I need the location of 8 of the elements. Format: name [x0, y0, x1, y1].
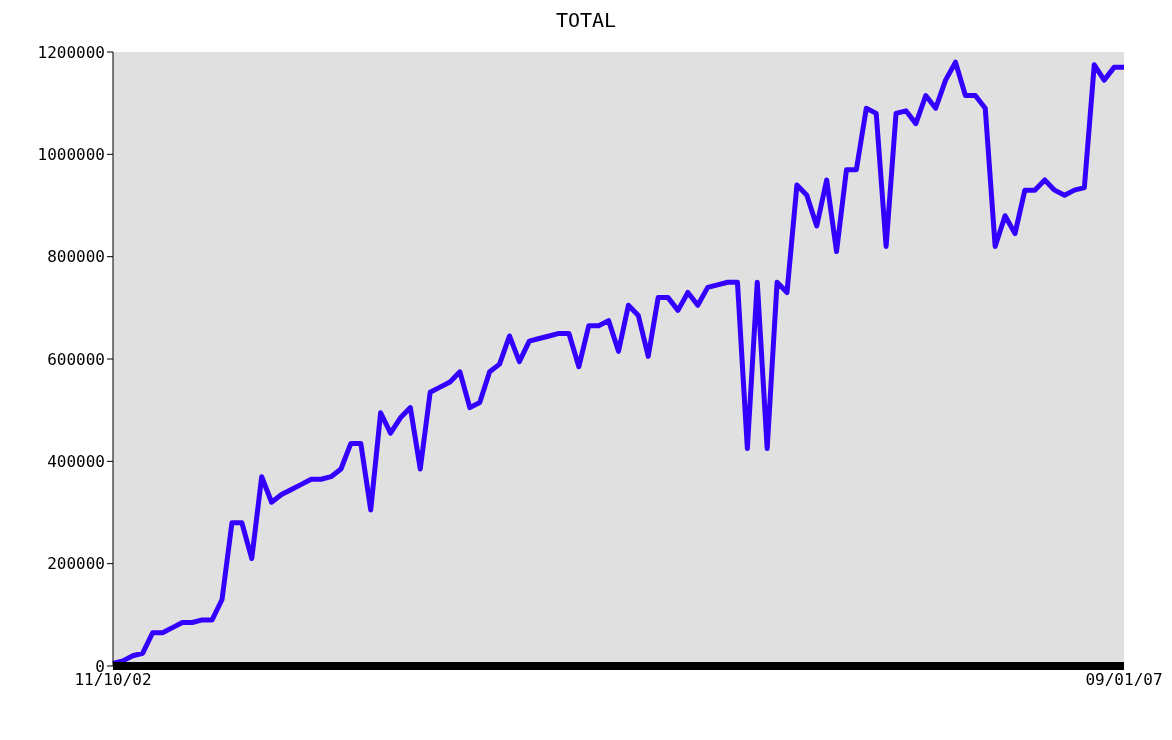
x-tick-label: 09/01/07	[1085, 670, 1163, 690]
y-tick-label: 400000	[47, 452, 105, 472]
y-tick-label: 600000	[47, 349, 105, 369]
y-tick-label: 200000	[47, 554, 105, 574]
y-tick-label: 800000	[47, 247, 105, 267]
chart-title: TOTAL	[554, 8, 618, 32]
y-tick-label: 1000000	[37, 145, 105, 165]
y-tick-label: 1200000	[37, 42, 105, 62]
